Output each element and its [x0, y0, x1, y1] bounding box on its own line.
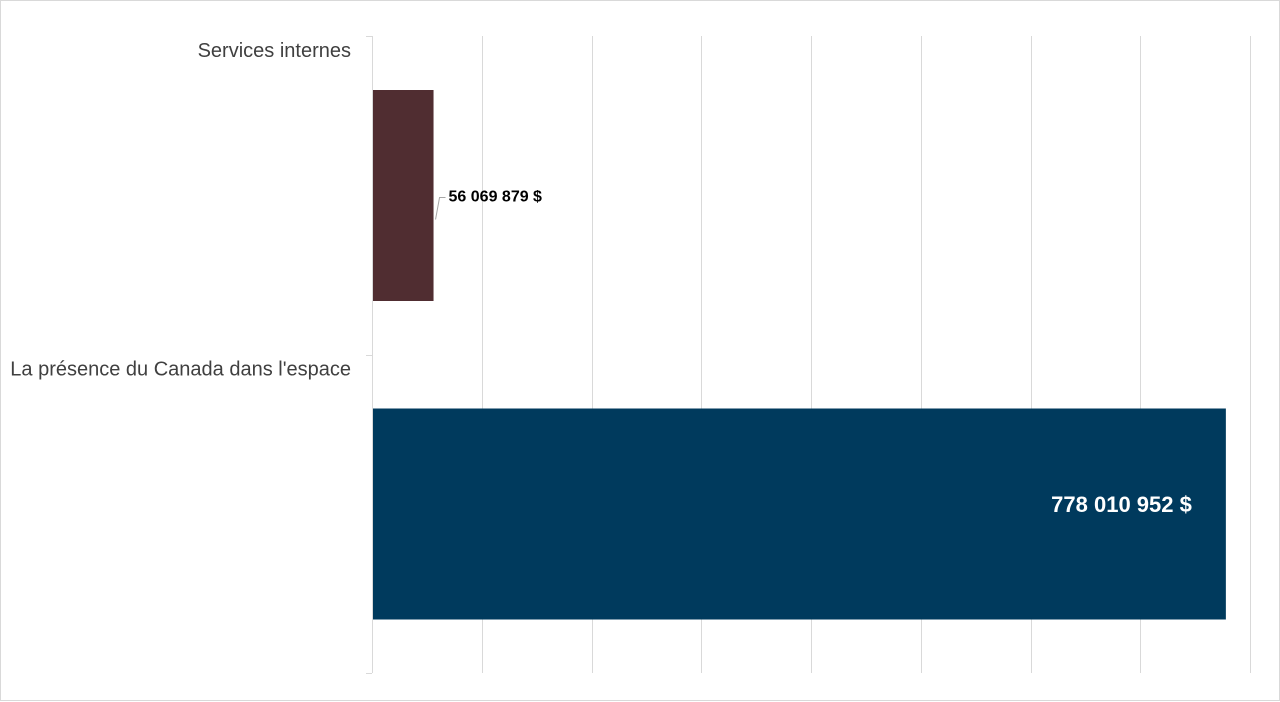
data-label: 778 010 952 $: [1051, 492, 1192, 517]
gridlines: [482, 36, 1251, 673]
data-label-leader: [435, 197, 446, 220]
category-label: La présence du Canada dans l'espace: [10, 359, 351, 381]
labels: Services internes 56 069 879 $ La présence…: [10, 40, 1192, 517]
category-axis: [366, 36, 373, 674]
bars: [373, 90, 1226, 620]
bar: [373, 90, 434, 301]
bar: [373, 408, 1226, 620]
category-label: Services internes: [198, 40, 351, 62]
data-label: 56 069 879 $: [449, 189, 543, 206]
